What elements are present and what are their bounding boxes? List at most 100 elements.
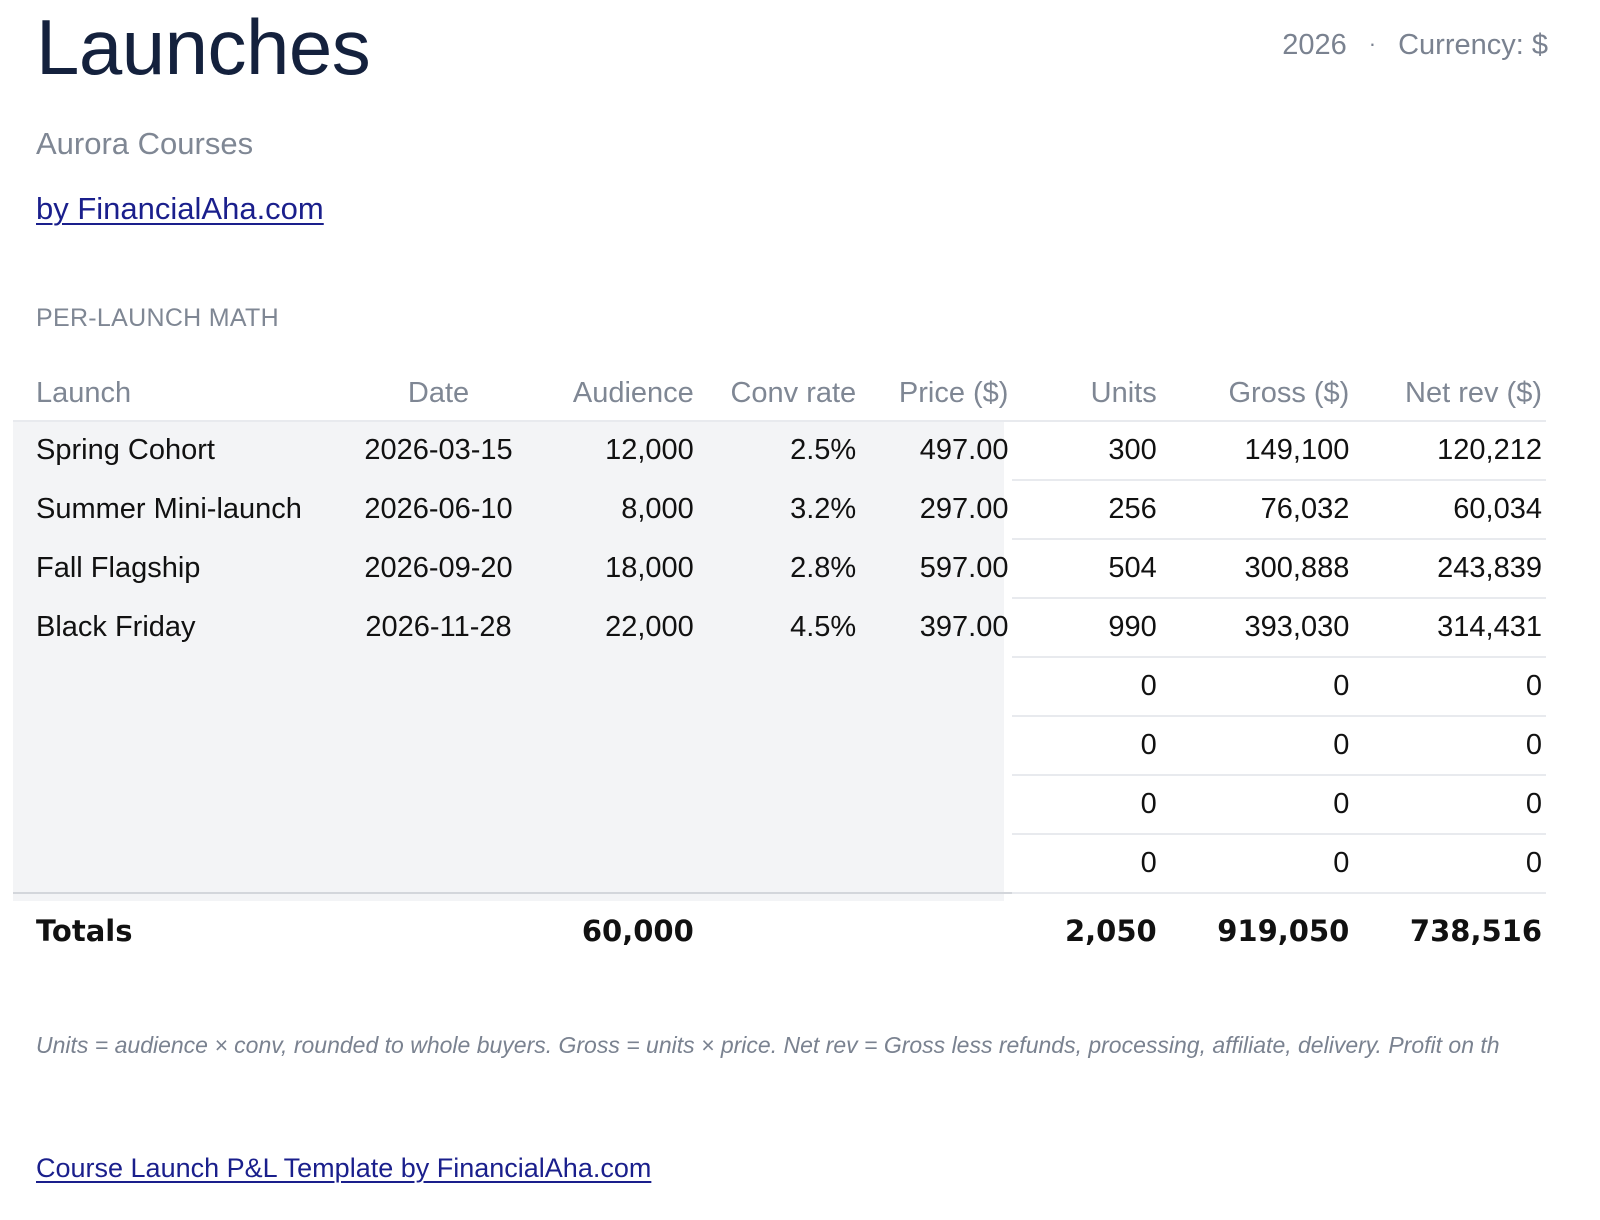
launch-date-cell[interactable]: 2026-09-20 — [364, 552, 513, 584]
sheet-meta: 2026 · Currency: $ — [1282, 26, 1548, 63]
gross-cell: 0 — [1160, 775, 1354, 835]
footer-template-link[interactable]: Course Launch P&L Template by FinancialA… — [36, 1153, 652, 1183]
net-rev-cell: 0 — [1353, 834, 1546, 894]
price-cell[interactable] — [860, 716, 1012, 775]
conv-rate-cell[interactable] — [698, 657, 860, 716]
launch-date-cell[interactable]: 2026-03-15 — [364, 434, 513, 466]
currency-label: Currency: $ — [1398, 29, 1548, 61]
gross-cell: 76,032 — [1160, 480, 1354, 540]
conv-rate-cell[interactable] — [698, 775, 860, 834]
conv-rate-cell[interactable]: 4.5% — [790, 611, 857, 643]
total-units: 2,050 — [1064, 914, 1157, 948]
conv-rate-cell[interactable] — [698, 716, 860, 775]
table-row: Spring Cohort 2026-03-15 12,000 2.5% 497… — [13, 421, 1546, 481]
gross-cell: 300,888 — [1160, 539, 1354, 599]
audience-cell[interactable]: 18,000 — [605, 552, 694, 584]
audience-cell[interactable] — [524, 775, 697, 834]
audience-cell[interactable]: 12,000 — [605, 434, 694, 466]
totals-conv-empty — [698, 893, 860, 968]
audience-cell[interactable] — [524, 657, 697, 716]
net-rev-cell: 120,212 — [1353, 421, 1546, 481]
table-row: Summer Mini-launch 2026-06-10 8,000 3.2%… — [13, 480, 1546, 540]
col-header-conv-rate: Conv rate — [697, 366, 861, 422]
conv-rate-cell[interactable]: 2.8% — [790, 552, 857, 584]
conv-rate-cell[interactable]: 2.5% — [790, 434, 857, 466]
units-cell: 504 — [1012, 539, 1161, 599]
total-audience: 60,000 — [581, 914, 694, 948]
total-net-rev: 738,516 — [1409, 914, 1542, 948]
audience-cell[interactable] — [524, 834, 698, 894]
launch-table: Launch Date Audience Conv rate Price ($)… — [13, 366, 1546, 968]
launch-name-cell[interactable]: Spring Cohort — [36, 434, 215, 466]
col-header-launch: Launch — [13, 366, 334, 422]
launch-name-cell[interactable]: Summer Mini-launch — [36, 493, 302, 525]
input-area-shading — [13, 420, 1004, 901]
net-rev-cell: 0 — [1353, 657, 1546, 717]
launch-name-cell[interactable]: Fall Flagship — [36, 552, 201, 584]
total-gross: 919,050 — [1217, 914, 1350, 948]
launch-name-cell[interactable] — [13, 834, 334, 894]
year-label: 2026 — [1282, 29, 1347, 61]
launch-date-cell[interactable]: 2026-11-28 — [365, 611, 512, 643]
page-title: Launches — [36, 3, 371, 91]
col-header-units: Units — [1012, 366, 1161, 422]
units-cell: 0 — [1012, 657, 1161, 717]
price-cell[interactable] — [860, 657, 1012, 716]
conv-rate-cell[interactable] — [697, 834, 861, 894]
meta-separator: · — [1368, 31, 1377, 56]
launch-date-cell[interactable] — [333, 834, 525, 894]
units-cell: 0 — [1012, 775, 1161, 835]
conv-rate-cell[interactable]: 3.2% — [790, 493, 857, 525]
col-header-price: Price ($) — [860, 366, 1013, 422]
gross-cell: 393,030 — [1160, 598, 1354, 658]
table-header-row: Launch Date Audience Conv rate Price ($)… — [13, 366, 1546, 422]
launch-date-cell[interactable] — [334, 716, 525, 775]
totals-row: Totals 60,000 2,050 919,050 738,516 — [13, 893, 1546, 968]
net-rev-cell: 0 — [1353, 775, 1546, 835]
section-label: PER-LAUNCH MATH — [36, 304, 279, 332]
gross-cell: 0 — [1160, 657, 1354, 717]
price-cell[interactable] — [860, 834, 1013, 894]
units-cell: 0 — [1012, 716, 1161, 776]
gross-cell: 0 — [1160, 716, 1354, 776]
table-row: 0 0 0 — [13, 716, 1546, 776]
net-rev-cell: 60,034 — [1353, 480, 1546, 540]
units-cell: 990 — [1012, 598, 1161, 658]
company-name: Aurora Courses — [36, 126, 254, 161]
table-row: Black Friday 2026-11-28 22,000 4.5% 397.… — [13, 598, 1546, 658]
launch-name-cell[interactable] — [13, 657, 334, 716]
col-header-gross: Gross ($) — [1160, 366, 1354, 422]
price-cell[interactable]: 597.00 — [919, 552, 1009, 584]
price-cell[interactable]: 397.00 — [919, 611, 1009, 643]
gross-cell: 0 — [1160, 834, 1354, 894]
audience-cell[interactable] — [524, 716, 697, 775]
byline-link[interactable]: by FinancialAha.com — [36, 191, 324, 226]
audience-cell[interactable]: 8,000 — [621, 493, 694, 525]
col-header-net-rev: Net rev ($) — [1353, 366, 1546, 422]
launch-date-cell[interactable] — [334, 775, 525, 834]
table-row: Fall Flagship 2026-09-20 18,000 2.8% 597… — [13, 539, 1546, 599]
totals-date-empty — [334, 893, 525, 968]
audience-cell[interactable]: 22,000 — [605, 611, 694, 643]
table-row: 0 0 0 — [13, 657, 1546, 717]
table-row: 0 0 0 — [13, 834, 1546, 894]
launch-name-cell[interactable] — [13, 775, 334, 834]
units-cell: 300 — [1012, 421, 1161, 481]
methodology-footnote: Units = audience × conv, rounded to whol… — [36, 1032, 1500, 1058]
col-header-audience: Audience — [524, 366, 698, 422]
net-rev-cell: 314,431 — [1353, 598, 1546, 658]
launch-date-cell[interactable]: 2026-06-10 — [364, 493, 513, 525]
launch-name-cell[interactable]: Black Friday — [36, 611, 196, 643]
price-cell[interactable]: 497.00 — [919, 434, 1009, 466]
totals-price-empty — [860, 893, 1012, 968]
launch-name-cell[interactable] — [13, 716, 334, 775]
totals-label: Totals — [36, 914, 133, 948]
col-header-date: Date — [333, 366, 525, 422]
price-cell[interactable]: 297.00 — [919, 493, 1009, 525]
units-cell: 256 — [1012, 480, 1161, 540]
net-rev-cell: 243,839 — [1353, 539, 1546, 599]
table-row: 0 0 0 — [13, 775, 1546, 835]
launch-date-cell[interactable] — [334, 657, 525, 716]
net-rev-cell: 0 — [1353, 716, 1546, 776]
price-cell[interactable] — [860, 775, 1012, 834]
